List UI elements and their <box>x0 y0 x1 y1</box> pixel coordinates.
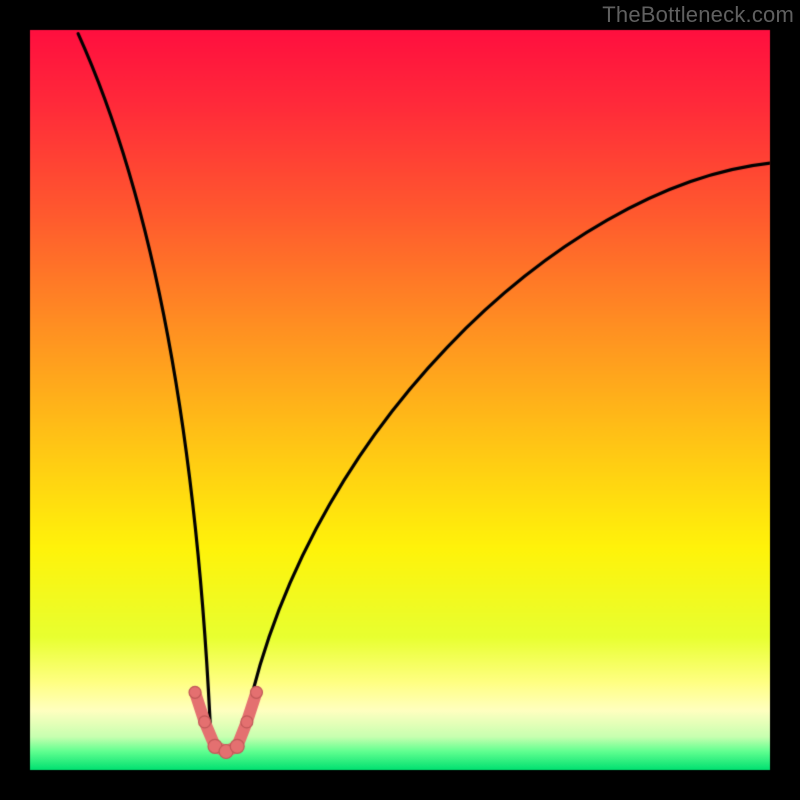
bottleneck-curve-layer <box>0 0 800 800</box>
chart-stage: TheBottleneck.com <box>0 0 800 800</box>
watermark-label: TheBottleneck.com <box>602 2 794 28</box>
